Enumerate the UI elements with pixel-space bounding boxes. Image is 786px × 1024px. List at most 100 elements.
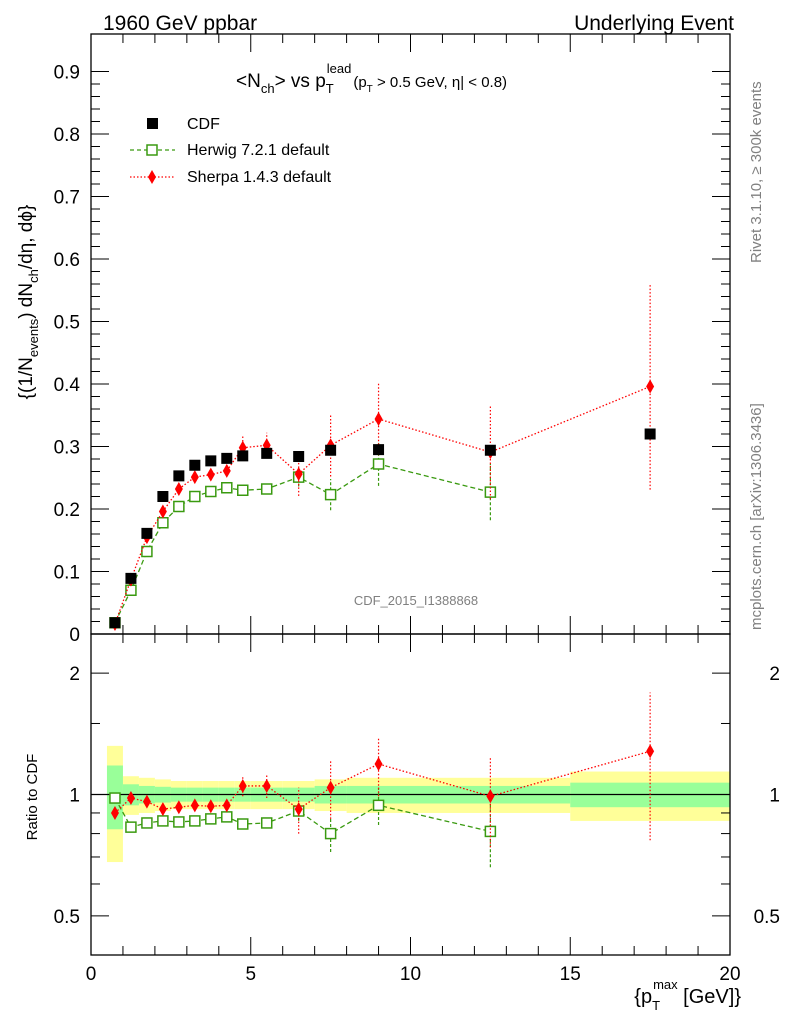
analysis-id: CDF_2015_I1388868 <box>354 593 478 608</box>
main-y-tick-label: 0.9 <box>54 63 80 84</box>
sherpa-point <box>206 467 215 482</box>
herwig-point <box>484 486 497 498</box>
ratio-sherpa-point <box>262 778 271 793</box>
herwig-point <box>189 490 201 503</box>
main-y-tick-label: 0.8 <box>54 125 80 146</box>
ratio-herwig-point <box>237 818 249 830</box>
sherpa-point <box>190 470 199 485</box>
x-tick-label: 20 <box>719 964 740 985</box>
x-tick-label: 0 <box>86 964 97 985</box>
main-y-tick-label: 0.2 <box>54 500 80 521</box>
ratio-herwig-point <box>173 816 185 828</box>
cdf-point <box>325 444 337 456</box>
ratio-sherpa-point <box>646 744 655 759</box>
herwig-point <box>372 458 385 470</box>
ratio-sherpa-point <box>142 794 151 809</box>
herwig-point <box>260 483 273 495</box>
ratio-panel: 0.5 0.51 12 20 5 10 15 20 <box>54 633 780 985</box>
ratio-herwig-point <box>189 815 201 827</box>
ratio-y-tick-label-right: 0.5 <box>754 907 780 928</box>
main-y-tick-label: 0.3 <box>54 438 80 459</box>
ratio-sherpa-point <box>206 799 215 814</box>
herwig-point <box>237 484 249 496</box>
sherpa-point <box>294 467 303 481</box>
rivet-label: Rivet 3.1.10, ≥ 300k events <box>748 81 765 263</box>
ratio-herwig-point <box>324 827 337 840</box>
herwig-point <box>324 488 337 501</box>
ratio-sherpa-point <box>486 789 495 804</box>
main-y-tick-label: 0.1 <box>54 563 80 584</box>
ratio-herwig-point <box>260 817 273 829</box>
cdf-point <box>205 455 217 467</box>
main-y-tick-label: 0.5 <box>54 313 80 334</box>
herwig-point <box>221 482 233 494</box>
ratio-sherpa-point <box>294 802 303 817</box>
ratio-sherpa-point <box>174 800 183 815</box>
cdf-point <box>221 452 233 464</box>
ratio-herwig-point <box>109 792 121 804</box>
x-tick-label: 10 <box>400 964 421 985</box>
cdf-point <box>373 444 385 456</box>
main-y-tick-label: 0.6 <box>54 250 80 271</box>
mcplots-label: mcplots.cern.ch [arXiv:1306.3436] <box>748 403 765 630</box>
main-y-tick-label: 0.7 <box>54 188 80 209</box>
ratio-herwig-point <box>157 815 169 827</box>
ratio-sherpa-point <box>222 798 231 813</box>
ratio-sherpa-point <box>158 802 167 817</box>
sherpa-point <box>158 504 167 519</box>
x-tick-label: 5 <box>245 964 256 985</box>
legend-cdf-label: CDF <box>187 116 220 133</box>
cdf-point <box>173 470 185 482</box>
x-axis-label: {pTmax [GeV]} <box>634 977 741 1013</box>
ratio-herwig-point <box>221 811 233 823</box>
sherpa-point <box>222 463 231 478</box>
sherpa-point <box>374 412 383 426</box>
cdf-point <box>189 459 201 471</box>
cdf-point <box>644 428 656 440</box>
sherpa-point <box>646 379 655 394</box>
cdf-point <box>141 527 153 539</box>
cdf-point <box>237 450 249 462</box>
main-y-tick-label: 0 <box>69 625 80 646</box>
sherpa-line <box>114 385 651 625</box>
ratio-herwig-point <box>484 825 497 838</box>
herwig-point <box>157 517 169 529</box>
main-title: <Nch> vs pTlead(pT > 0.5 GeV, η| < 0.8) <box>236 61 507 96</box>
ratio-herwig-point <box>372 799 385 812</box>
cdf-point <box>261 447 273 459</box>
ratio-y-tick-label-right: 2 <box>769 664 780 685</box>
legend-sherpa-label: Sherpa 1.4.3 default <box>187 169 332 186</box>
ratio-herwig-point <box>205 813 217 825</box>
x-tick-label: 15 <box>560 964 581 985</box>
cdf-point <box>109 617 121 629</box>
cdf-point <box>157 491 169 502</box>
ratio-sherpa-point <box>190 798 199 813</box>
ratio-y-tick-label: 0.5 <box>54 907 80 928</box>
legend: CDF Herwig 7.2.1 default Sherpa 1.4.3 de… <box>130 116 332 186</box>
ratio-herwig-point <box>141 817 153 829</box>
sherpa-point <box>174 482 183 496</box>
ratio-sherpa-point <box>326 780 335 795</box>
cdf-point <box>484 444 496 456</box>
legend-herwig-marker <box>146 144 158 156</box>
ratio-sherpa-point <box>110 805 119 820</box>
ratio-y-tick-label: 2 <box>69 664 80 685</box>
ratio-sherpa-point <box>238 778 247 793</box>
legend-herwig-label: Herwig 7.2.1 default <box>187 142 330 159</box>
ratio-y-tick-label: 1 <box>69 786 80 807</box>
main-panel: 0 0.1 0.2 0.3 0.4 0.5 0.6 0.7 0.8 0.9 <box>54 33 731 646</box>
herwig-point <box>205 485 217 498</box>
header-left: 1960 GeV ppbar <box>103 12 257 35</box>
ratio-sherpa-point <box>374 757 383 772</box>
main-y-tick-label: 0.4 <box>54 375 81 396</box>
ratio-sherpa-point <box>126 791 135 806</box>
ratio-herwig-point <box>125 821 137 833</box>
main-y-axis-label: {(1/Nevents) dNch/dη, dϕ} <box>16 205 41 400</box>
ratio-y-axis-label: Ratio to CDF <box>24 754 41 841</box>
header-right: Underlying Event <box>574 12 734 35</box>
cdf-point <box>293 451 305 462</box>
legend-sherpa-marker <box>148 170 156 184</box>
legend-cdf-marker <box>147 118 158 129</box>
herwig-point <box>173 500 185 513</box>
cdf-point <box>125 572 137 584</box>
